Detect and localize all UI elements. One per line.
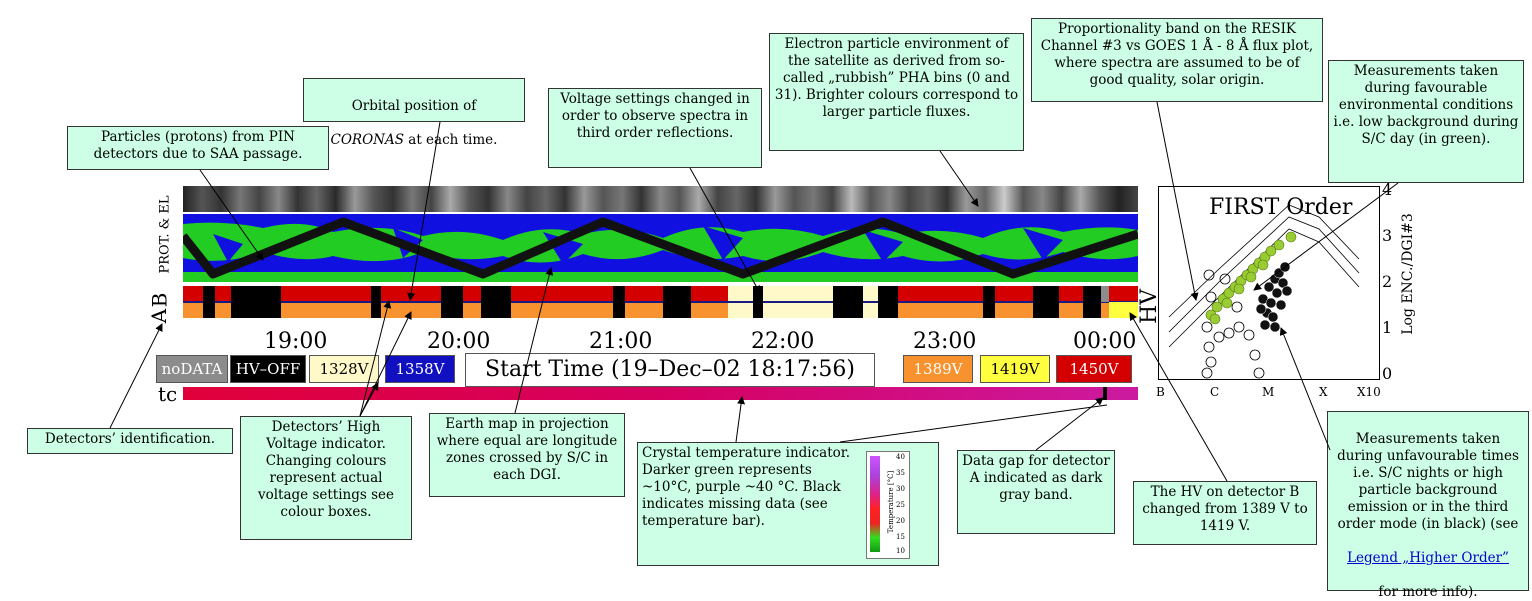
temp-tick-40: 40: [896, 453, 905, 461]
hv-off-1: [203, 286, 215, 318]
note-electron-environment: Electron particle environment of the sat…: [769, 33, 1024, 151]
note-hv-indicator: Detectors’ High Voltage indicator. Chang…: [240, 416, 412, 540]
note-unfavourable-text: Measurements taken during unfavourable t…: [1337, 431, 1519, 532]
temp-tick-30: 30: [896, 485, 905, 493]
panel-label-prot-el: PROT. & EL: [157, 195, 173, 274]
x-tick-b: B: [1156, 385, 1165, 399]
y-tick-3: 3: [1382, 226, 1393, 245]
note-favourable-measurements: Measurements taken during favourable env…: [1328, 60, 1524, 183]
x-tick-m: M: [1262, 385, 1275, 399]
hv-strip: [183, 286, 1138, 318]
voltage-box-hv-off: HV–OFF: [230, 355, 306, 383]
voltage-box-nodata: noDATA: [156, 355, 228, 383]
unfavourable-points: [1255, 261, 1293, 333]
hv-yellow-end: [1109, 302, 1138, 318]
hv-off-13: [1083, 286, 1101, 318]
earth-map-strip: [183, 214, 1138, 282]
x-tick-x10: X10: [1357, 385, 1381, 399]
scatter-plot: FIRST Order: [1158, 186, 1380, 380]
panel-label-a: A: [147, 308, 172, 324]
start-time-box: Start Time (19–Dec–02 18:17:56): [465, 353, 875, 387]
note-pin-particles: Particles (protons) from PIN detectors d…: [67, 126, 329, 170]
note-detectors-id: Detectors’ identification.: [27, 428, 233, 454]
temp-tick-10: 10: [896, 547, 905, 555]
y-tick-1: 1: [1382, 318, 1393, 337]
note-proportionality-band: Proportionality band on the RESIK Channe…: [1031, 18, 1323, 102]
hv-strip-a-row: [183, 302, 1138, 318]
hv-off-6: [613, 286, 625, 318]
time-tick-2100: 21:00: [589, 329, 653, 354]
time-tick-2200: 22:00: [751, 329, 815, 354]
voltage-box-1358v: 1358V: [385, 355, 455, 383]
y-tick-0: 0: [1382, 364, 1393, 383]
earth-map-drawing: [183, 214, 1138, 282]
time-tick-1900: 19:00: [264, 329, 328, 354]
time-tick-2300: 23:00: [913, 329, 977, 354]
time-tick-2000: 20:00: [427, 329, 491, 354]
note-orbital-coronas: CORONAS: [330, 132, 404, 148]
x-tick-c: C: [1210, 385, 1220, 399]
hv-strip-divider: [183, 301, 1138, 303]
temp-tick-15: 15: [896, 533, 905, 541]
note-more-info: for more info).: [1378, 584, 1478, 600]
voltage-box-1419v: 1419V: [980, 355, 1050, 383]
temperature-colorbar-label: Temperature [°C]: [887, 470, 895, 534]
electron-environment-strip: [183, 186, 1138, 212]
hv-data-gap: [1101, 286, 1109, 302]
tc-label: tc: [158, 382, 178, 406]
temp-tick-25: 25: [896, 501, 905, 509]
hv-off-3: [371, 286, 381, 318]
temperature-colorbar: 40 35 30 25 20 15 10 Temperature [°C]: [866, 451, 910, 559]
note-voltage-third-order: Voltage settings changed in order to obs…: [548, 88, 762, 168]
note-hv-change-b: The HV on detector B changed from 1389 V…: [1133, 481, 1317, 545]
note-earth-map: Earth map in projection where equal are …: [429, 413, 625, 497]
note-unfavourable-measurements: Measurements taken during unfavourable t…: [1327, 411, 1529, 600]
voltage-box-1450v: 1450V: [1056, 355, 1132, 383]
temp-tick-35: 35: [896, 469, 905, 477]
hv-off-2: [231, 286, 281, 318]
hv-off-5: [481, 286, 511, 318]
voltage-box-1389v: 1389V: [903, 355, 973, 383]
y-tick-2: 2: [1382, 272, 1393, 291]
temp-tick-20: 20: [896, 517, 905, 525]
temperature-strip: [183, 387, 1138, 400]
note-data-gap: Data gap for detector A indicated as dar…: [957, 450, 1115, 534]
note-orbital-text-3: at each time.: [403, 132, 498, 148]
hv-off-10: [878, 286, 898, 318]
hv-off-9: [833, 286, 863, 318]
panel-label-b: B: [147, 292, 172, 308]
hv-off-11: [983, 286, 995, 318]
higher-order-legend-link[interactable]: Legend „Higher Order”: [1347, 550, 1509, 566]
temperature-colorbar-fill: [870, 456, 880, 552]
voltage-box-1328v: 1328V: [309, 355, 379, 383]
scatter-title: FIRST Order: [1209, 195, 1353, 220]
time-tick-0000: 00:00: [1073, 329, 1137, 354]
hv-off-12: [1033, 286, 1059, 318]
note-orbital-text-1: Orbital position of: [351, 98, 477, 114]
hv-off-7: [663, 286, 691, 318]
hv-off-8: [753, 286, 763, 318]
y-axis-label-wrap: Log ENC./DGI#3: [1398, 190, 1418, 360]
x-tick-x: X: [1319, 385, 1328, 399]
temperature-missing-mark: [1103, 387, 1107, 400]
y-axis-label: Log ENC./DGI#3: [1400, 213, 1416, 335]
note-orbital-position: Orbital position of CORONAS at each time…: [303, 78, 525, 148]
hv-off-4: [441, 286, 463, 318]
